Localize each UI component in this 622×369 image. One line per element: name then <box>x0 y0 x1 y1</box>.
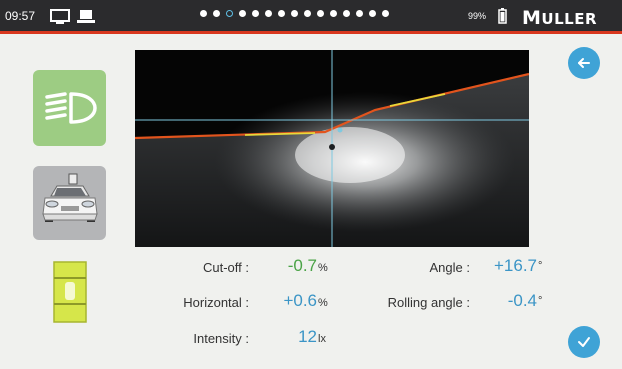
page-dot <box>213 10 220 17</box>
page-dot <box>226 10 233 17</box>
page-dot <box>369 10 376 17</box>
page-dot <box>304 10 311 17</box>
cutoff-label: Cut-off : <box>202 260 249 275</box>
angle-value: +16.7 <box>493 256 537 275</box>
page-dot <box>239 10 246 17</box>
angle-label: Angle : <box>429 260 470 275</box>
page-dot <box>291 10 298 17</box>
page-dot <box>278 10 285 17</box>
intensity-label: Intensity : <box>193 331 249 346</box>
cutoff-unit: % <box>318 262 328 274</box>
cutoff-value: -0.7 <box>287 256 317 275</box>
low-beam-headlight-icon <box>45 92 97 124</box>
vehicle-button[interactable] <box>33 166 106 240</box>
battery-percent: 99% <box>468 11 487 21</box>
horizontal-unit: % <box>318 297 328 309</box>
page-dot <box>317 10 324 17</box>
monitor-icon <box>50 9 70 24</box>
rolling-angle-unit: ° <box>538 295 543 307</box>
status-accent-line <box>0 31 622 34</box>
car-front-icon <box>42 173 98 222</box>
horizontal-value: +0.6 <box>283 291 317 310</box>
intensity-value: 12 <box>298 327 317 346</box>
checkmark-icon <box>578 337 590 347</box>
page-dot <box>200 10 207 17</box>
confirm-button[interactable] <box>568 326 600 358</box>
bubble-level-icon <box>53 261 87 323</box>
page-dot <box>265 10 272 17</box>
angle-unit: ° <box>538 260 543 272</box>
page-indicator <box>200 10 389 17</box>
page-dot <box>356 10 363 17</box>
page-dot <box>330 10 337 17</box>
rolling-angle-value: -0.4 <box>507 291 537 310</box>
brand-logo: MULLER <box>522 7 598 29</box>
beam-pattern-view[interactable] <box>135 50 529 247</box>
horizontal-label: Horizontal : <box>183 295 249 310</box>
arrow-left-icon <box>578 58 590 68</box>
rolling-angle-label: Rolling angle : <box>387 295 470 310</box>
laptop-icon <box>77 10 95 23</box>
battery-icon <box>498 8 507 24</box>
status-bar: 09:57 99% MULLER <box>0 0 622 34</box>
intensity-unit: lx <box>318 333 326 345</box>
headlight-mode-button[interactable] <box>33 70 106 146</box>
back-button[interactable] <box>568 47 600 79</box>
beam-pattern-image <box>135 50 529 247</box>
clock: 09:57 <box>5 9 36 23</box>
page-dot <box>343 10 350 17</box>
page-dot <box>252 10 259 17</box>
page-dot <box>382 10 389 17</box>
